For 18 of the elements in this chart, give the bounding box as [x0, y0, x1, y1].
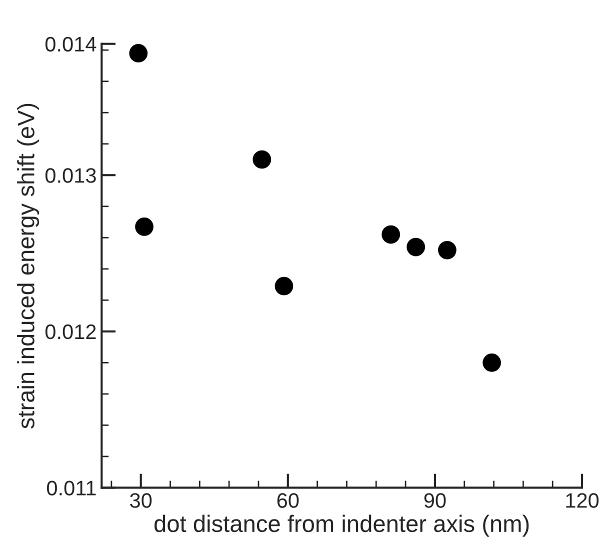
x-tick-label: 90 — [424, 493, 446, 508]
point — [382, 225, 400, 244]
point — [406, 238, 426, 256]
point — [274, 276, 294, 296]
point — [482, 354, 502, 372]
point — [135, 218, 154, 236]
point — [252, 150, 272, 169]
x-tick-label: 60 — [277, 493, 299, 508]
y-axis-title: strain induced energy shift (eV) — [17, 104, 40, 429]
y-tick-label: 0.012 — [45, 324, 96, 340]
y-tick-label: 0.011 — [47, 480, 96, 496]
point — [129, 44, 148, 62]
x-tick-label: 30 — [130, 493, 152, 508]
x-tick-label: 120 — [566, 493, 599, 508]
y-tick-label: 0.013 — [45, 168, 96, 183]
y-tick-label: 0.014 — [45, 36, 96, 52]
point — [438, 240, 456, 260]
x-axis-title: dot distance from indenter axis (nm) — [154, 514, 529, 537]
